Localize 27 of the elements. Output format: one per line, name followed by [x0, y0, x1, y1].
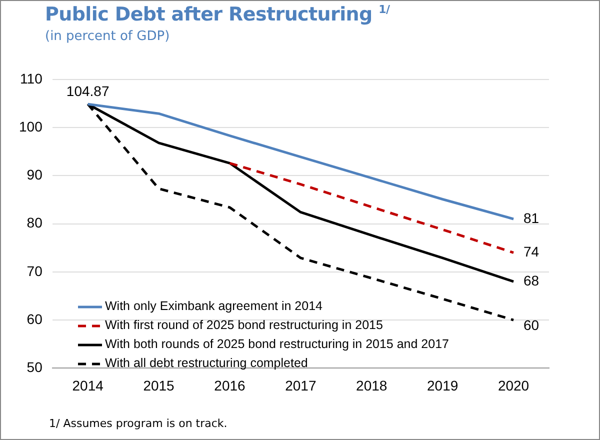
x-tick-label: 2016: [214, 377, 246, 394]
x-tick-label: 2015: [143, 377, 175, 394]
chart-title: Public Debt after Restructuring $^{1/}$: [45, 3, 390, 26]
y-tick-label: 100: [19, 118, 43, 134]
x-tick-label: 2018: [356, 377, 388, 394]
y-tick-label: 80: [26, 214, 43, 231]
y-tick-label: 50: [26, 359, 43, 376]
legend-label: With all debt restructuring completed: [105, 355, 308, 372]
y-tick-label: 90: [26, 166, 43, 183]
x-tick-label: 2019: [427, 377, 458, 394]
legend-label: With first round of 2025 bond restructuring in 2015: [105, 317, 383, 334]
data-label: 104.87: [66, 82, 110, 99]
y-tick-label: 110: [20, 70, 43, 86]
data-label: 74: [524, 244, 540, 260]
y-tick-label: 70: [26, 262, 43, 279]
x-tick-label: 2020: [498, 377, 530, 394]
legend-label: With both rounds of 2025 bond restructuring in 2015 and 2017: [105, 336, 449, 353]
y-tick-label: 60: [26, 310, 43, 327]
x-tick-label: 2017: [285, 377, 316, 394]
data-label: 60: [524, 316, 540, 333]
data-label: 68: [524, 272, 540, 288]
chart-subtitle: (in percent of GDP): [45, 29, 170, 44]
legend-label: With only Eximbank agreement in 2014: [105, 298, 322, 315]
x-tick-label: 2014: [72, 377, 104, 394]
text: 1/ Assumes program is on track.: [49, 417, 228, 430]
line-series: [228, 162, 515, 254]
data-label: 81: [524, 210, 540, 226]
